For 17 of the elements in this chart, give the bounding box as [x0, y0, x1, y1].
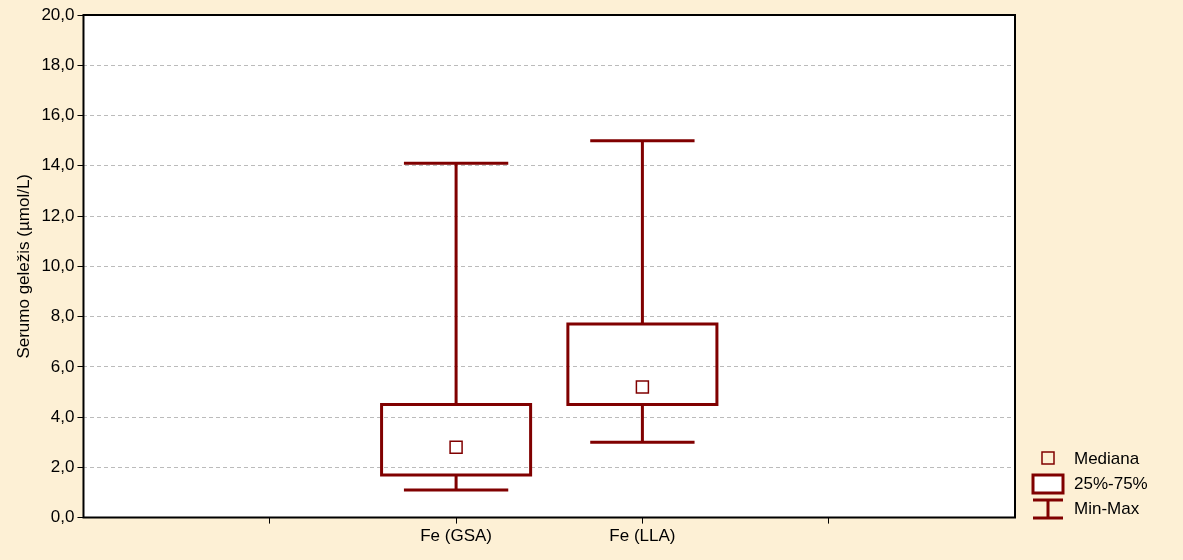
y-tick-label: 0,0	[50, 507, 75, 527]
y-tick-label: 16,0	[41, 105, 75, 125]
y-tick-label: 18,0	[41, 54, 75, 74]
x-tick-label: Fe (LLA)	[609, 526, 676, 546]
text: 25%-75%	[1074, 473, 1148, 494]
y-tick-label: 6,0	[50, 356, 75, 376]
y-axis-title: Serumo geležis (µmol/L)	[13, 174, 33, 359]
y-tick-label: 12,0	[41, 205, 75, 225]
y-tick-label: 8,0	[50, 306, 75, 326]
y-tick-label: 4,0	[50, 406, 75, 426]
x-tick-label: Fe (GSA)	[420, 526, 492, 546]
text: Min-Max	[1074, 498, 1140, 519]
y-tick-label: 14,0	[41, 155, 75, 175]
y-tick-label: 2,0	[50, 457, 75, 477]
y-tick-label: 20,0	[41, 4, 75, 24]
text: Mediana	[1074, 448, 1140, 469]
y-tick-label: 10,0	[41, 255, 75, 275]
